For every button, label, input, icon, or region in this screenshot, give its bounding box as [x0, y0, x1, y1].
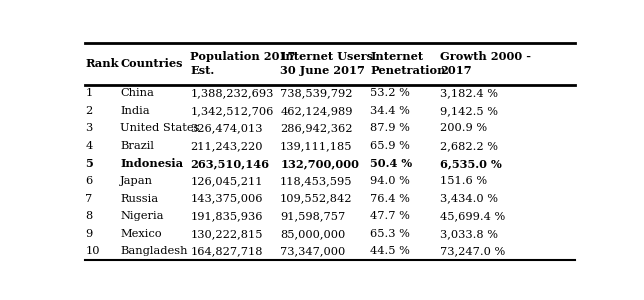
Text: China: China [120, 88, 155, 98]
Text: Indonesia: Indonesia [120, 158, 184, 169]
Text: 326,474,013: 326,474,013 [191, 123, 263, 134]
Text: 50.4 %: 50.4 % [370, 158, 412, 169]
Text: 73,347,000: 73,347,000 [280, 246, 345, 256]
Text: India: India [120, 106, 150, 116]
Text: Internet
Penetration: Internet Penetration [370, 51, 446, 76]
Text: 164,827,718: 164,827,718 [191, 246, 263, 256]
Text: 109,552,842: 109,552,842 [280, 194, 353, 204]
Text: 3: 3 [86, 123, 93, 134]
Text: 118,453,595: 118,453,595 [280, 176, 353, 186]
Text: 2,682.2 %: 2,682.2 % [440, 141, 498, 151]
Text: 126,045,211: 126,045,211 [191, 176, 263, 186]
Text: 211,243,220: 211,243,220 [191, 141, 263, 151]
Text: 9,142.5 %: 9,142.5 % [440, 106, 498, 116]
Text: 5: 5 [86, 158, 93, 169]
Text: 10: 10 [86, 246, 100, 256]
Text: 200.9 %: 200.9 % [440, 123, 487, 134]
Text: 151.6 %: 151.6 % [440, 176, 487, 186]
Text: 34.4 %: 34.4 % [370, 106, 410, 116]
Text: 94.0 %: 94.0 % [370, 176, 410, 186]
Text: 4: 4 [86, 141, 93, 151]
Text: 2: 2 [86, 106, 93, 116]
Text: 738,539,792: 738,539,792 [280, 88, 353, 98]
Text: 191,835,936: 191,835,936 [191, 211, 263, 221]
Text: 3,033.8 %: 3,033.8 % [440, 229, 498, 239]
Text: 1: 1 [86, 88, 93, 98]
Text: 73,247.0 %: 73,247.0 % [440, 246, 505, 256]
Text: Russia: Russia [120, 194, 158, 204]
Text: 132,700,000: 132,700,000 [280, 158, 359, 169]
Text: Brazil: Brazil [120, 141, 155, 151]
Text: 47.7 %: 47.7 % [370, 211, 410, 221]
Text: 91,598,757: 91,598,757 [280, 211, 345, 221]
Text: 130,222,815: 130,222,815 [191, 229, 263, 239]
Text: 7: 7 [86, 194, 93, 204]
Text: Nigeria: Nigeria [120, 211, 164, 221]
Text: 85,000,000: 85,000,000 [280, 229, 345, 239]
Text: 6: 6 [86, 176, 93, 186]
Text: 3,182.4 %: 3,182.4 % [440, 88, 498, 98]
Text: 143,375,006: 143,375,006 [191, 194, 263, 204]
Text: 45,699.4 %: 45,699.4 % [440, 211, 505, 221]
Text: 1,388,232,693: 1,388,232,693 [191, 88, 274, 98]
Text: 65.9 %: 65.9 % [370, 141, 410, 151]
Text: 286,942,362: 286,942,362 [280, 123, 353, 134]
Text: 8: 8 [86, 211, 93, 221]
Text: 263,510,146: 263,510,146 [191, 158, 269, 169]
Text: Mexico: Mexico [120, 229, 162, 239]
Text: 6,535.0 %: 6,535.0 % [440, 158, 502, 169]
Text: 44.5 %: 44.5 % [370, 246, 410, 256]
Text: Rank: Rank [86, 58, 119, 69]
Text: 3,434.0 %: 3,434.0 % [440, 194, 498, 204]
Text: 139,111,185: 139,111,185 [280, 141, 353, 151]
Text: 462,124,989: 462,124,989 [280, 106, 353, 116]
Text: Japan: Japan [120, 176, 153, 186]
Text: Internet Users
30 June 2017: Internet Users 30 June 2017 [280, 51, 373, 76]
Text: 76.4 %: 76.4 % [370, 194, 410, 204]
Text: United States: United States [120, 123, 200, 134]
Text: Countries: Countries [120, 58, 183, 69]
Text: 65.3 %: 65.3 % [370, 229, 410, 239]
Text: Population 2017
Est.: Population 2017 Est. [191, 51, 296, 76]
Text: 9: 9 [86, 229, 93, 239]
Text: Growth 2000 -
2017: Growth 2000 - 2017 [440, 51, 531, 76]
Text: 53.2 %: 53.2 % [370, 88, 410, 98]
Text: Bangladesh: Bangladesh [120, 246, 188, 256]
Text: 1,342,512,706: 1,342,512,706 [191, 106, 274, 116]
Text: 87.9 %: 87.9 % [370, 123, 410, 134]
